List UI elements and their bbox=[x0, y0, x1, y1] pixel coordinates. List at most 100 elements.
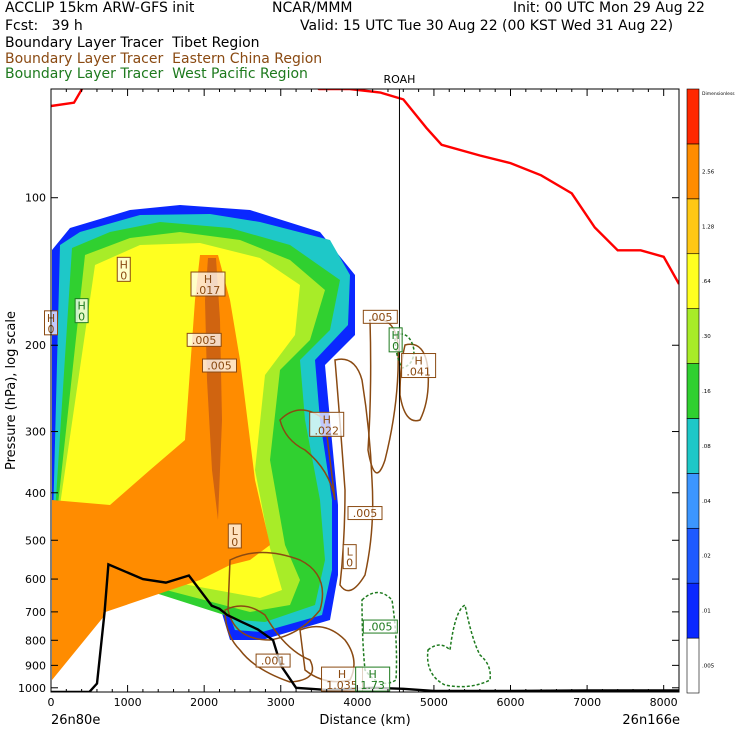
colorbar-level-label: Dimensionless bbox=[702, 91, 735, 97]
contour-label-letter: H bbox=[120, 258, 128, 271]
concentration-fill bbox=[52, 205, 355, 680]
x-tick-label: 6000 bbox=[497, 696, 525, 709]
contour-label-letter: H bbox=[391, 329, 399, 342]
y-tick-label: 600 bbox=[25, 573, 46, 586]
contour-label: H.017 bbox=[190, 271, 226, 297]
y-tick-label: 200 bbox=[25, 339, 46, 352]
contour-label-value: 0 bbox=[78, 311, 85, 324]
fill-level-orange-lower bbox=[52, 570, 105, 680]
contour-label-letter: L bbox=[232, 525, 239, 538]
title-line1: ACCLIP 15km ARW-GFS init bbox=[5, 0, 195, 16]
contour-label: H0 bbox=[388, 327, 403, 353]
terrain-line bbox=[51, 562, 679, 692]
colorbar-swatch bbox=[686, 473, 700, 529]
contour-label-value: 0 bbox=[346, 557, 353, 570]
legend-west-pacific: Boundary Layer Tracer West Pacific Regio… bbox=[5, 66, 308, 82]
colorbar-swatch bbox=[686, 253, 700, 309]
x-tick-label: 8000 bbox=[650, 696, 678, 709]
colorbar-level-label: .08 bbox=[702, 444, 711, 450]
contour-label: H0 bbox=[74, 298, 89, 324]
x-tick-label: 0 bbox=[48, 696, 55, 709]
y-axis-title: Pressure (hPa), log scale bbox=[4, 311, 19, 470]
contour-label-value: .001 bbox=[261, 655, 286, 668]
station-marker-label: ROAH bbox=[384, 73, 416, 86]
contour-label-value: 0 bbox=[392, 340, 399, 353]
contour-label-value: .022 bbox=[314, 424, 339, 437]
contour-label-value: 1.73 bbox=[360, 679, 385, 692]
colorbar-level-label: .04 bbox=[702, 499, 711, 505]
contour-label-letter: H bbox=[204, 273, 212, 286]
colorbar-level-label: .16 bbox=[702, 389, 711, 395]
y-tick-label: 400 bbox=[25, 487, 46, 500]
y-tick-label: 1000 bbox=[18, 682, 46, 695]
colorbar-swatch bbox=[686, 582, 700, 639]
x-axis-title: Distance (km) bbox=[319, 713, 410, 728]
colorbar-level-label: 2.56 bbox=[702, 169, 715, 175]
contour-label: .005 bbox=[347, 506, 383, 521]
legend-tibet: Boundary Layer Tracer Tibet Region bbox=[5, 35, 260, 51]
center-label: NCAR/MMM bbox=[272, 0, 353, 16]
x-tick-label: 1000 bbox=[114, 696, 142, 709]
contour-label-value: .005 bbox=[207, 360, 232, 373]
colorbar-swatch bbox=[686, 143, 700, 200]
contour-label-letter: H bbox=[338, 668, 346, 681]
contour-label: .005 bbox=[362, 309, 398, 324]
x-tick-label: 3000 bbox=[267, 696, 295, 709]
x-right-endpoint: 26n166e bbox=[622, 713, 680, 728]
contour-label-value: 1.035 bbox=[326, 679, 358, 692]
contour-label-value: 0 bbox=[231, 536, 238, 549]
contour-label: H0 bbox=[116, 256, 131, 282]
colorbar-level-label: 1.28 bbox=[702, 224, 715, 230]
plot-frame bbox=[50, 88, 680, 693]
colorbar-swatch bbox=[686, 418, 700, 474]
contour-label: .005 bbox=[186, 332, 222, 347]
x-tick-label: 7000 bbox=[573, 696, 601, 709]
contour-label: .001 bbox=[255, 653, 291, 668]
colorbar-level-label: .02 bbox=[702, 554, 711, 560]
colorbar-swatch bbox=[686, 637, 700, 694]
contour-label-value: .041 bbox=[406, 366, 431, 379]
contour-label: H1.73 bbox=[355, 666, 391, 692]
contour-label-letter: L bbox=[347, 546, 354, 559]
contour-label: L0 bbox=[227, 523, 242, 549]
contour-label: .005 bbox=[362, 619, 398, 634]
colorbar-level-label: .64 bbox=[702, 279, 711, 285]
contour-label-value: .005 bbox=[368, 621, 393, 634]
contour-label-value: .005 bbox=[353, 507, 378, 520]
forecast-hour: Fcst: 39 h bbox=[5, 18, 83, 34]
contour-label-value: .005 bbox=[192, 334, 217, 347]
contour-label-value: 0 bbox=[120, 269, 127, 282]
contour-label: H.022 bbox=[309, 411, 345, 437]
colorbar-swatch bbox=[686, 308, 700, 364]
contour-label: .005 bbox=[201, 358, 237, 373]
colorbar-swatch bbox=[686, 198, 700, 255]
contour-label: H.041 bbox=[401, 353, 437, 379]
colorbar-swatch bbox=[686, 363, 700, 419]
contour-west-pacific bbox=[426, 603, 492, 688]
contour-label: L0 bbox=[342, 544, 357, 570]
colorbar-level-label: .01 bbox=[702, 609, 711, 615]
contour-eastern-china bbox=[334, 358, 374, 592]
x-tick-label: 4000 bbox=[343, 696, 371, 709]
y-tick-label: 100 bbox=[25, 192, 46, 205]
init-time: Init: 00 UTC Mon 29 Aug 22 bbox=[513, 0, 705, 16]
colorbar-level-label: .005 bbox=[702, 664, 715, 670]
x-left-endpoint: 26n80e bbox=[51, 713, 100, 728]
fill-level-darkorange bbox=[205, 258, 222, 520]
valid-time: Valid: 15 UTC Tue 30 Aug 22 (00 KST Wed … bbox=[300, 18, 674, 34]
legend-eastern-china: Boundary Layer Tracer Eastern China Regi… bbox=[5, 51, 323, 67]
tropopause-line bbox=[51, 89, 679, 285]
contour-eastern-china bbox=[227, 551, 324, 641]
y-tick-label: 900 bbox=[25, 659, 46, 672]
y-tick-label: 500 bbox=[25, 534, 46, 547]
contour-label-letter: H bbox=[414, 355, 422, 368]
contour-west-pacific bbox=[361, 591, 398, 685]
contour-label-letter: H bbox=[369, 668, 377, 681]
contour-label-letter: H bbox=[77, 300, 85, 313]
y-tick-label: 800 bbox=[25, 634, 46, 647]
colorbar-swatch bbox=[686, 88, 700, 145]
y-tick-label: 300 bbox=[25, 426, 46, 439]
contour-label-value: .005 bbox=[368, 311, 393, 324]
x-tick-label: 2000 bbox=[190, 696, 218, 709]
